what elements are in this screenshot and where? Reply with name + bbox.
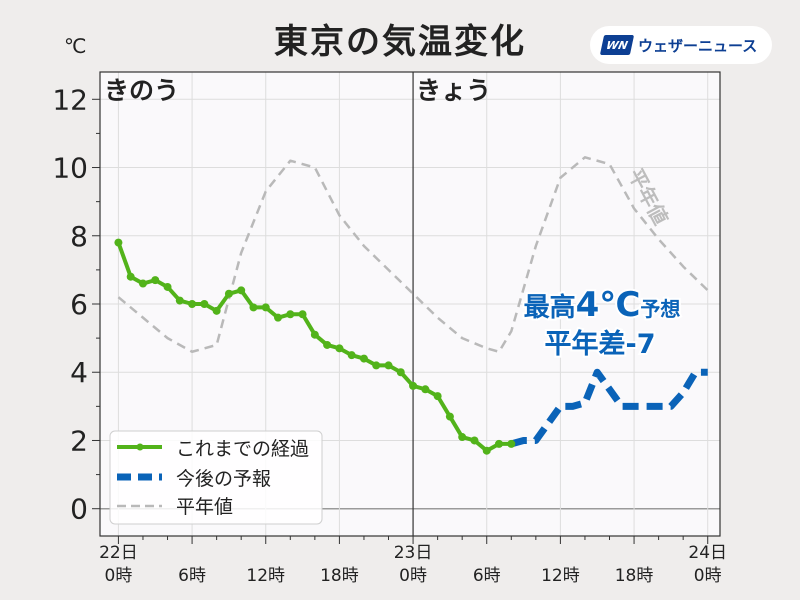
x-tick-label-time: 12時 xyxy=(541,566,580,586)
x-tick-label-date: 22日 xyxy=(99,543,138,563)
legend-observed-marker xyxy=(136,443,144,451)
observed-point xyxy=(433,392,442,401)
forecast-normal-difference: 平年差-7 xyxy=(545,328,656,360)
summary-suffix: 予想 xyxy=(640,297,680,321)
axes: 0 2 4 6 8 10 12 22日 0時 6時 12時 18時 23日 0時 6時 12時 18時 24日 0時 xyxy=(52,71,727,586)
y-tick-label: 2 xyxy=(70,424,88,457)
observed-point xyxy=(298,310,307,319)
y-tick-label: 8 xyxy=(70,220,88,253)
observed-point xyxy=(507,439,516,448)
observed-point xyxy=(445,412,454,421)
y-tick-label: 10 xyxy=(52,152,88,185)
observed-point xyxy=(261,303,270,312)
x-tick-label-time: 0時 xyxy=(399,566,427,586)
summary-high-value: 4℃ xyxy=(576,285,641,325)
observed-point xyxy=(495,439,504,448)
x-tick-label-time: 6時 xyxy=(178,566,206,586)
observed-point xyxy=(372,361,381,370)
series-forecast-line xyxy=(510,368,708,448)
forecast-high-summary: 最高4℃予想 xyxy=(524,285,681,325)
observed-point xyxy=(274,313,283,322)
observed-point xyxy=(188,300,197,308)
day-label-today: きょう xyxy=(416,76,491,105)
observed-point xyxy=(151,276,160,285)
y-tick-label: 0 xyxy=(70,493,88,526)
observed-point xyxy=(421,385,430,394)
x-tick-label-time: 0時 xyxy=(694,566,722,586)
x-tick-label-date: 24日 xyxy=(688,543,727,563)
observed-point xyxy=(470,436,479,445)
summary-prefix: 最高 xyxy=(524,292,576,323)
observed-point xyxy=(323,340,332,349)
x-tick-label-date: 23日 xyxy=(394,543,433,563)
x-tick-label-time: 18時 xyxy=(320,566,359,586)
x-tick-label-time: 0時 xyxy=(105,566,133,586)
y-tick-label: 6 xyxy=(70,288,88,321)
legend-normal-label: 平年値 xyxy=(176,496,233,518)
observed-point xyxy=(212,306,221,315)
y-tick-label: 12 xyxy=(52,83,88,116)
legend-observed-label: これまでの経過 xyxy=(176,438,309,460)
observed-point xyxy=(286,310,295,319)
observed-point xyxy=(200,300,209,308)
observed-point xyxy=(458,433,467,442)
observed-point xyxy=(409,381,418,390)
observed-point xyxy=(163,282,172,291)
day-label-yesterday: きのう xyxy=(104,76,179,105)
observed-point xyxy=(138,279,147,288)
x-tick-label-time: 18時 xyxy=(615,566,654,586)
plot-frame xyxy=(99,71,721,537)
observed-point xyxy=(482,446,491,455)
observed-point xyxy=(249,303,258,312)
observed-point xyxy=(224,289,233,298)
observed-point xyxy=(114,238,123,247)
chart-title: 東京の気温変化 xyxy=(274,22,526,62)
observed-point xyxy=(335,344,344,353)
observed-point xyxy=(347,351,356,360)
observed-point xyxy=(126,272,135,281)
observed-point xyxy=(310,330,319,339)
legend-box xyxy=(109,430,323,525)
legend-forecast-label: 今後の予報 xyxy=(176,468,271,490)
logo-text: ウェザーニュース xyxy=(638,36,758,55)
weathernews-logo: WN ウェザーニュース xyxy=(590,26,772,64)
y-axis-unit-label: ℃ xyxy=(64,34,87,58)
chart-legend: これまでの経過 今後の予報 平年値 xyxy=(109,430,323,525)
series-lines xyxy=(114,156,709,455)
observed-point xyxy=(175,296,184,305)
x-tick-label-time: 6時 xyxy=(473,566,501,586)
observed-point xyxy=(396,368,405,377)
x-tick-label-time: 12時 xyxy=(246,566,285,586)
observed-point xyxy=(359,354,368,363)
observed-point xyxy=(237,286,246,295)
observed-point xyxy=(384,361,393,370)
y-tick-label: 4 xyxy=(70,356,88,389)
